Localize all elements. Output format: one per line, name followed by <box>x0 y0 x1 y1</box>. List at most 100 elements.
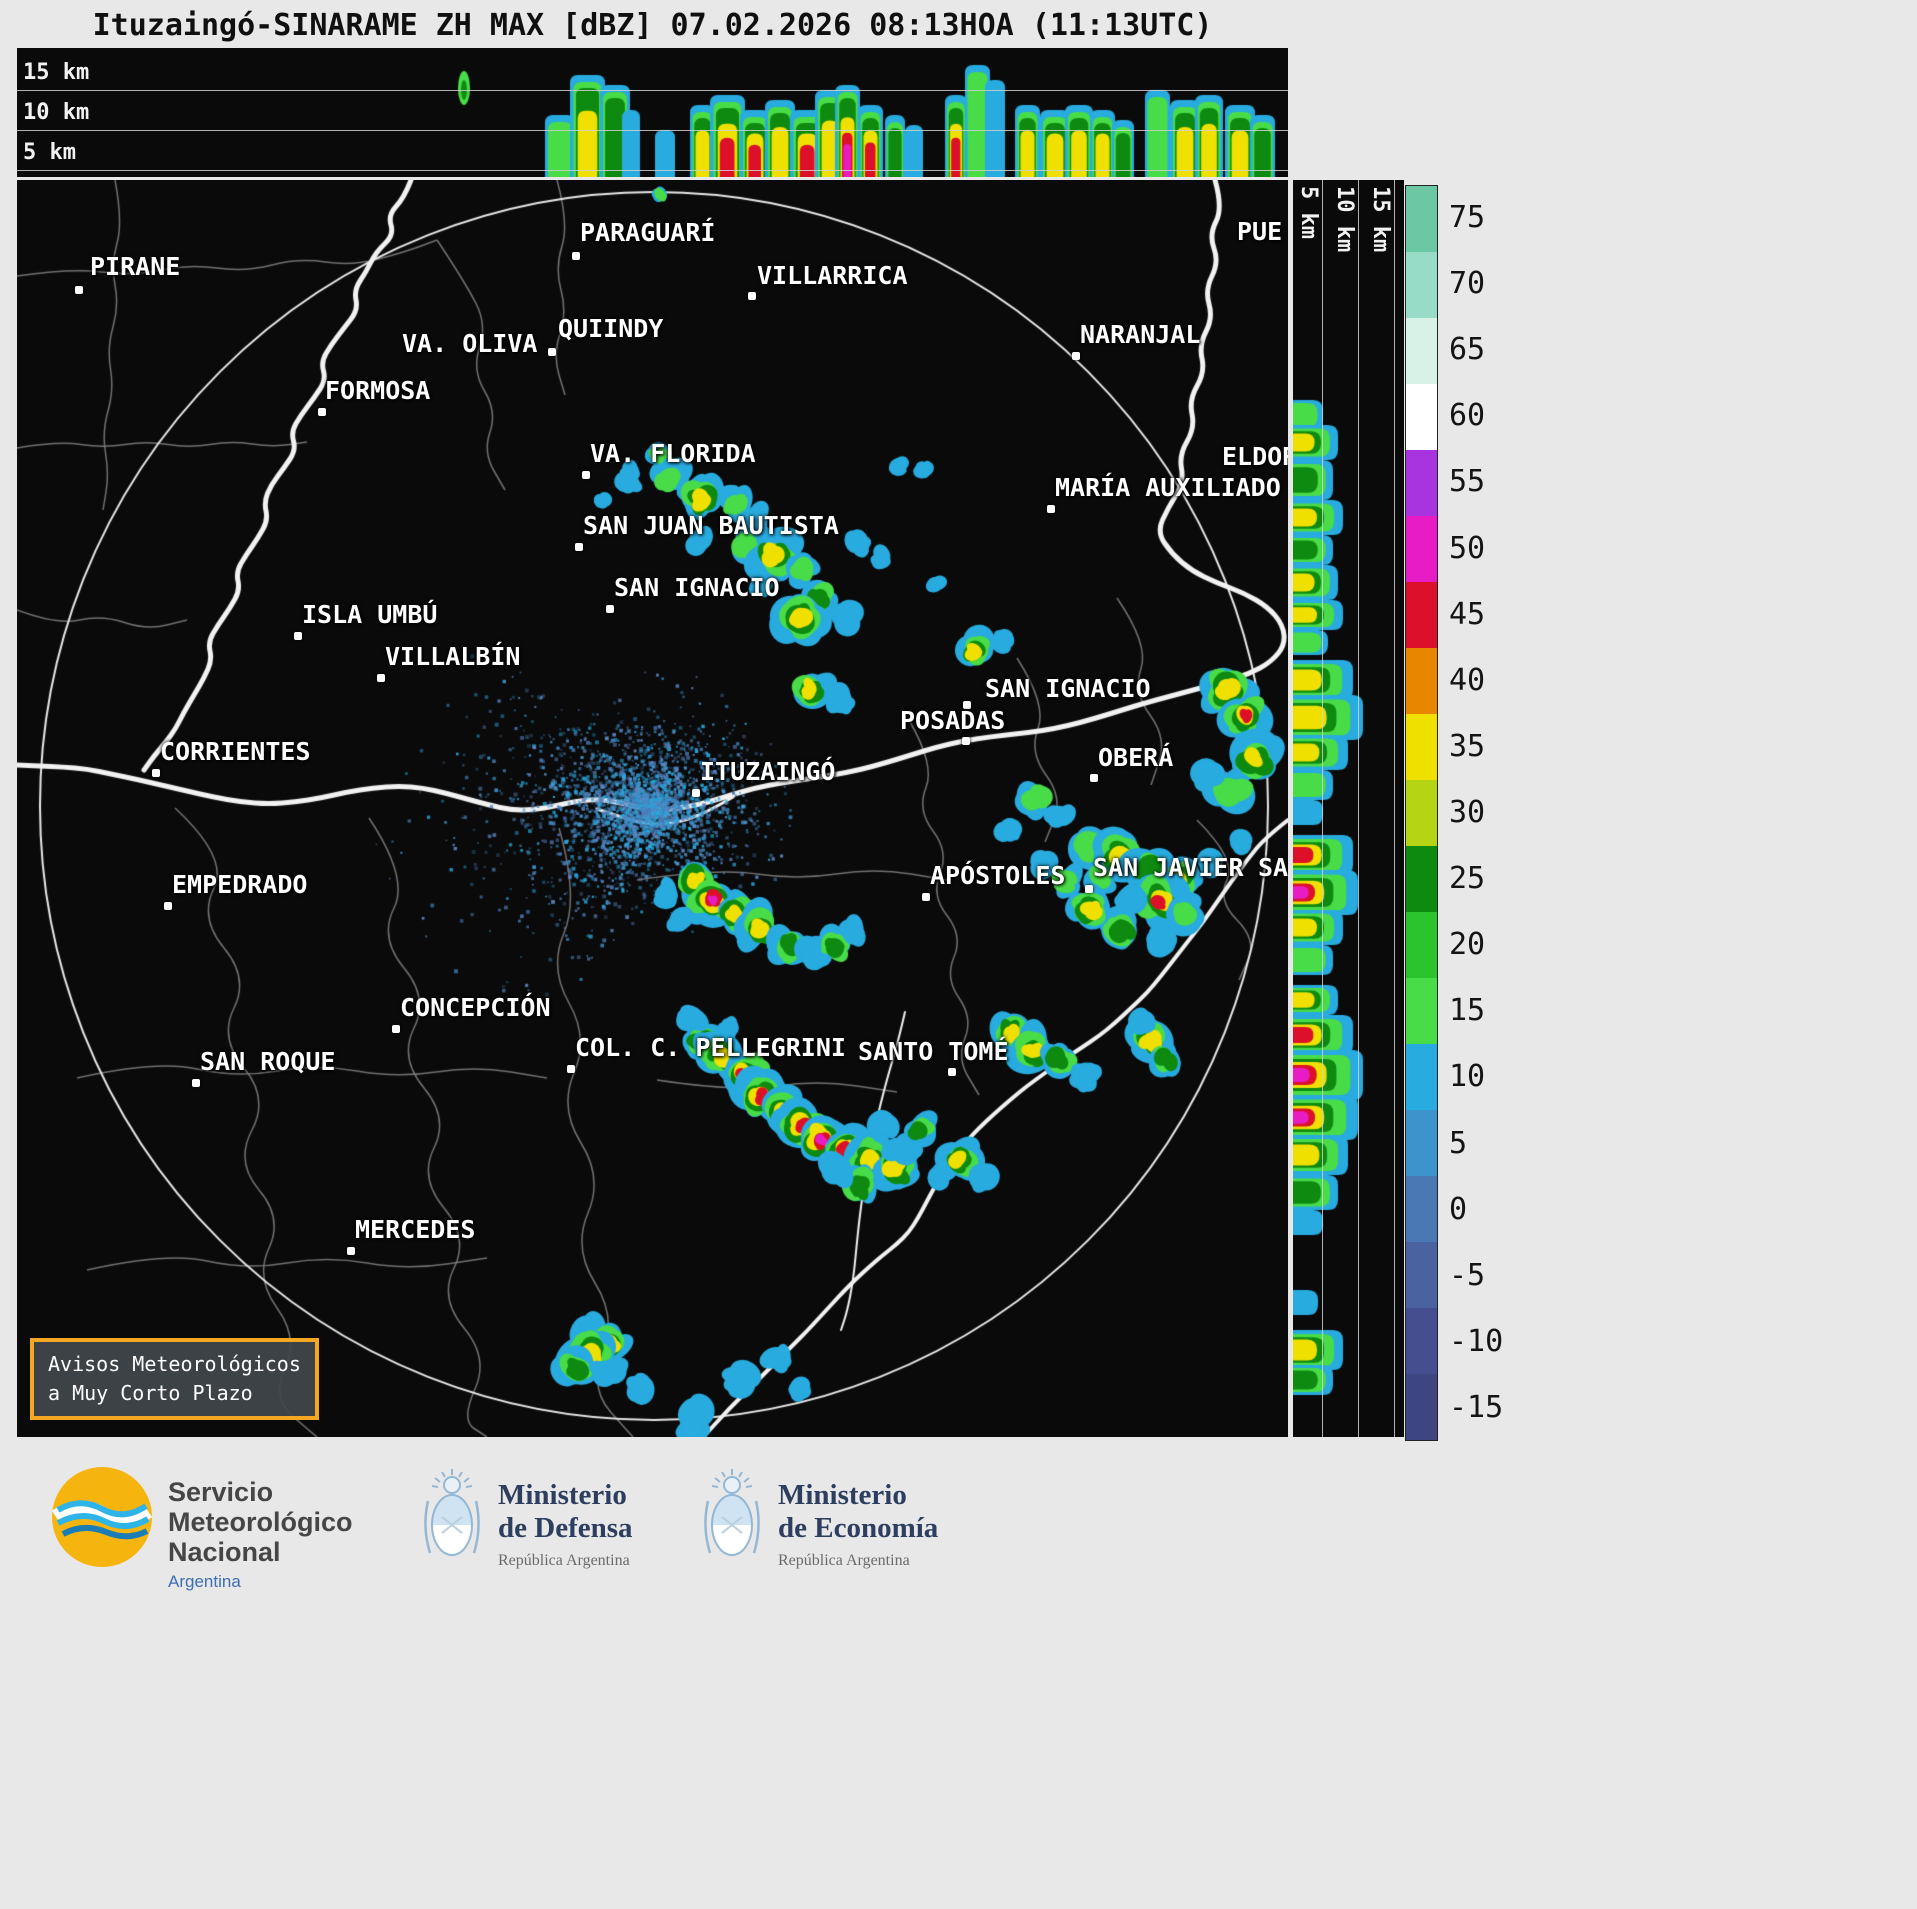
colorbar-tick-label: 40 <box>1449 662 1486 698</box>
city-marker <box>318 408 326 416</box>
defensa-logo-text: Ministerio de Defensa República Argentin… <box>498 1479 633 1570</box>
city-label: PUE <box>1237 217 1283 246</box>
city-marker <box>347 1247 355 1255</box>
colorbar-tick-label: 0 <box>1449 1191 1468 1227</box>
height-label-10km-v: 10 km <box>1332 186 1357 253</box>
economia-line2: de Economía <box>778 1512 939 1545</box>
colorbar-segment <box>1406 1242 1437 1308</box>
smn-logo-text: Servicio Meteorológico Nacional Argentin… <box>168 1477 353 1591</box>
city-label: VA. FLORIDA <box>590 439 756 468</box>
city-marker <box>152 769 160 777</box>
city-label: CONCEPCIÓN <box>400 993 551 1022</box>
footer: Servicio Meteorológico Nacional Argentin… <box>0 1437 1917 1909</box>
colorbar-tick-label: 20 <box>1449 927 1486 963</box>
colorbar-tick-label: 5 <box>1449 1125 1468 1161</box>
city-label: SAN IGNACIO <box>985 674 1151 703</box>
city-marker <box>294 632 302 640</box>
city-marker <box>567 1065 575 1073</box>
defensa-sub: República Argentina <box>498 1551 630 1569</box>
city-label: PIRANE <box>90 252 181 281</box>
colorbar-segment <box>1406 912 1437 978</box>
city-label: VILLALBÍN <box>385 642 521 671</box>
city-label: OBERÁ <box>1098 743 1174 772</box>
city-marker <box>548 348 556 356</box>
right-cross-section-canvas <box>1293 180 1404 1437</box>
economia-coat-of-arms-icon <box>704 1469 760 1556</box>
colorbar-segment <box>1406 582 1437 648</box>
colorbar-tick-label: 65 <box>1449 332 1486 368</box>
colorbar-segment <box>1406 978 1437 1044</box>
warning-badge: Avisos Meteorológicos a Muy Corto Plazo <box>30 1338 319 1420</box>
economia-sub: República Argentina <box>778 1551 910 1569</box>
city-label: SAN IGNACIO <box>614 573 780 602</box>
city-label: CORRIENTES <box>160 737 311 766</box>
top-cross-section-panel: 15 km 10 km 5 km <box>17 48 1288 177</box>
radar-map-canvas <box>17 180 1288 1437</box>
colorbar-tick-label: -10 <box>1449 1323 1504 1359</box>
colorbar-segment <box>1406 1374 1437 1440</box>
city-label: SAN ROQUE <box>200 1047 336 1076</box>
colorbar-tick-label: 35 <box>1449 728 1486 764</box>
radar-map: Avisos Meteorológicos a Muy Corto Plazo … <box>17 180 1288 1437</box>
colorbar-segment <box>1406 780 1437 846</box>
colorbar-segment <box>1406 1308 1437 1374</box>
city-label: SAN JAVIER <box>1093 853 1244 882</box>
city-marker <box>1047 505 1055 513</box>
smn-line2: Meteorológico <box>168 1507 353 1538</box>
city-label: SAN JUAN BAUTISTA <box>583 511 839 540</box>
height-label-15km: 15 km <box>23 60 90 85</box>
height-label-10km: 10 km <box>23 100 90 125</box>
smn-line1: Servicio <box>168 1477 274 1507</box>
top-cross-section-canvas <box>17 48 1288 177</box>
height-label-15km-v: 15 km <box>1368 186 1393 253</box>
defensa-coat-of-arms-icon <box>424 1469 480 1556</box>
city-marker <box>1072 352 1080 360</box>
city-marker <box>1090 774 1098 782</box>
colorbar-tick-label: 25 <box>1449 861 1486 897</box>
colorbar-tick-label: -15 <box>1449 1389 1504 1425</box>
colorbar-tick-label: -5 <box>1449 1257 1486 1293</box>
colorbar-segment <box>1406 1044 1437 1110</box>
city-label: ISLA UMBÚ <box>302 600 438 629</box>
colorbar-segment <box>1406 648 1437 714</box>
smn-line3: Nacional <box>168 1537 281 1568</box>
colorbar-tick-label: 45 <box>1449 596 1486 632</box>
city-label: POSADAS <box>900 706 1006 735</box>
warning-badge-line1: Avisos Meteorológicos <box>48 1352 301 1376</box>
city-marker <box>392 1025 400 1033</box>
city-label: MARÍA AUXILIADO <box>1055 473 1281 502</box>
warning-badge-line2: a Muy Corto Plazo <box>48 1381 253 1405</box>
colorbar-segment <box>1406 186 1437 252</box>
colorbar-tick-label: 75 <box>1449 200 1486 236</box>
gridline-15km-v <box>1394 180 1395 1437</box>
colorbar-segment <box>1406 846 1437 912</box>
gridline-15km <box>17 90 1288 91</box>
colorbar-segment <box>1406 1110 1437 1176</box>
height-label-5km: 5 km <box>23 140 76 165</box>
colorbar-segment <box>1406 384 1437 450</box>
smn-logo-icon <box>51 1467 153 1567</box>
city-marker <box>164 902 172 910</box>
colorbar-tick-label: 15 <box>1449 993 1486 1029</box>
city-marker <box>962 737 970 745</box>
colorbar-tick-label: 55 <box>1449 464 1486 500</box>
gridline-5km-v <box>1322 180 1323 1437</box>
colorbar-tick-label: 30 <box>1449 795 1486 830</box>
city-marker <box>572 252 580 260</box>
city-marker <box>192 1079 200 1087</box>
city-label: APÓSTOLES <box>930 861 1066 890</box>
economia-line1: Ministerio <box>778 1479 907 1511</box>
economia-logo-text: Ministerio de Economía República Argenti… <box>778 1479 938 1570</box>
gridline-5km <box>17 170 1288 171</box>
city-marker <box>582 471 590 479</box>
gridline-10km <box>17 130 1288 131</box>
city-label: ELDOR <box>1222 442 1288 471</box>
city-marker <box>1085 885 1093 893</box>
city-label: MERCEDES <box>355 1215 476 1244</box>
city-label: SAN <box>1258 853 1288 882</box>
city-marker <box>963 701 971 709</box>
colorbar-tick-label: 50 <box>1449 530 1486 566</box>
colorbar-segment <box>1406 318 1437 384</box>
height-label-5km-v: 5 km <box>1296 186 1321 239</box>
